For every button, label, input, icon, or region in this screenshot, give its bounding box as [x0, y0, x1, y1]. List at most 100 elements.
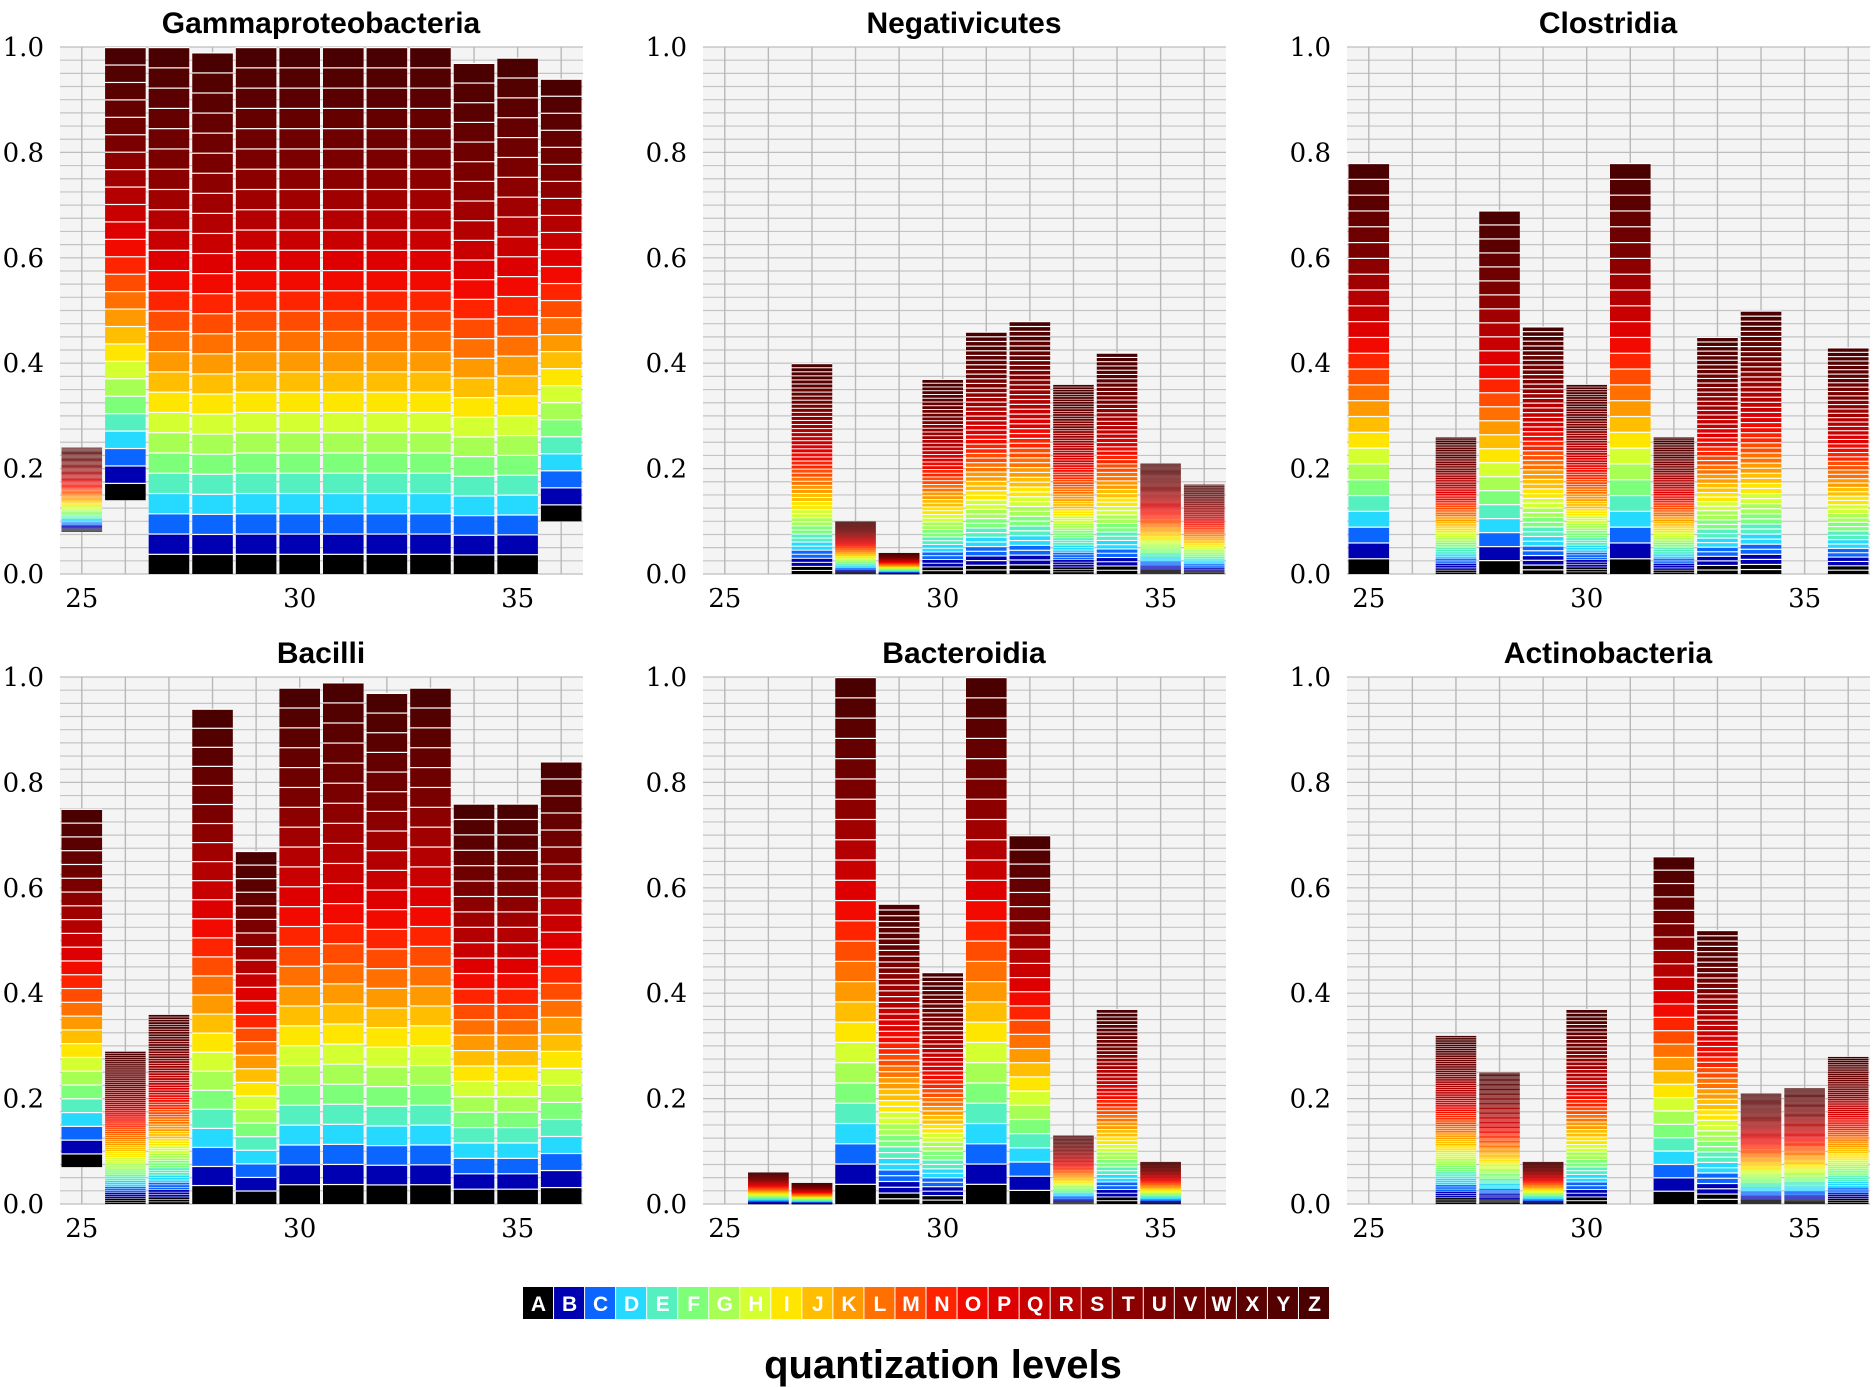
bar-stripe: [61, 809, 103, 823]
bar-stripe: [453, 358, 495, 378]
bar-stripe: [1053, 569, 1094, 572]
x-tick-label: 30: [926, 1214, 959, 1244]
bar-stripe: [1740, 1149, 1782, 1151]
bar-stripe: [61, 1154, 103, 1168]
bar-stripe: [1827, 1077, 1869, 1080]
bar-stripe: [966, 365, 1007, 369]
bar-stripe: [1009, 541, 1051, 545]
bar-stripe: [453, 1051, 495, 1066]
bar-stripe: [1183, 554, 1225, 555]
bar-stripe: [1348, 227, 1390, 242]
bar-stripe: [1522, 470, 1564, 474]
bar-stripe: [105, 466, 146, 483]
bar-stripe: [279, 1026, 320, 1046]
bar-stripe: [1479, 1119, 1520, 1121]
bar-stripe: [1827, 1081, 1869, 1083]
bar-stripe: [192, 394, 233, 414]
bar-stripe: [540, 864, 582, 881]
bar-stripe: [1566, 394, 1607, 397]
bar-stripe: [1096, 502, 1138, 506]
bar-stripe: [279, 494, 320, 514]
bar-stripe: [1653, 548, 1695, 550]
bar-stripe: [1009, 1120, 1051, 1134]
bar-stripe: [323, 1064, 364, 1084]
bar-stripe: [105, 1124, 146, 1126]
legend-swatch: [1143, 1287, 1174, 1319]
bar-stripe: [1740, 337, 1782, 341]
y-tick-label: 1.0: [646, 663, 687, 693]
bar-stripe: [497, 297, 538, 316]
bar-stripe: [1740, 443, 1782, 448]
bar-stripe: [1740, 1123, 1782, 1125]
bar-stripe: [1827, 1174, 1869, 1176]
bar-stripe: [453, 1189, 495, 1204]
bar-stripe: [1566, 511, 1607, 514]
legend-label: A: [531, 1293, 546, 1316]
bar-stripe: [1566, 433, 1607, 436]
bar-stripe: [323, 1084, 364, 1104]
y-tick-label: 0.8: [3, 138, 44, 168]
bar-stripe: [1784, 1135, 1825, 1136]
bar-stripe: [453, 122, 495, 142]
bar-stripe: [1697, 952, 1738, 957]
bar-stripe: [105, 1106, 146, 1108]
bar: [1053, 384, 1094, 574]
bar-stripe: [1096, 1167, 1138, 1171]
bar-stripe: [1009, 361, 1051, 365]
bar-stripe: [1784, 1130, 1825, 1132]
bar-stripe: [1053, 470, 1094, 472]
bar-stripe: [1566, 489, 1607, 492]
bar-stripe: [105, 1192, 146, 1195]
bar-stripe: [148, 1034, 190, 1037]
bar-stripe: [323, 554, 364, 574]
bar-stripe: [1435, 1133, 1477, 1135]
bar-stripe: [366, 969, 408, 988]
bar-stripe: [1566, 1103, 1607, 1107]
bar-stripe: [1009, 978, 1051, 992]
bar-stripe: [1183, 518, 1225, 519]
bar-stripe: [966, 533, 1007, 537]
bar-stripe: [1096, 1058, 1138, 1062]
bar-stripe: [1827, 405, 1869, 409]
bar-stripe: [148, 1053, 190, 1056]
bar-stripe: [1053, 404, 1094, 407]
bar-stripe: [1653, 977, 1695, 990]
bar-stripe: [966, 1063, 1007, 1083]
bar-stripe: [235, 534, 277, 554]
bar-stripe: [1566, 530, 1607, 533]
bar-stripe: [1009, 463, 1051, 467]
panel-bacilli: Bacilli 0.00.20.40.60.81.025 30 35: [3, 637, 583, 1244]
bar-stripe: [1183, 511, 1225, 512]
bar-stripe: [148, 1036, 190, 1039]
bar-stripe: [105, 1131, 146, 1134]
bar-stripe: [497, 1174, 538, 1189]
bar: [1740, 310, 1782, 574]
bar-stripe: [1435, 1089, 1477, 1092]
bar-stripe: [192, 173, 233, 193]
bar-stripe: [1435, 519, 1477, 522]
bar-stripe: [1009, 893, 1051, 907]
bar-stripe: [966, 514, 1007, 519]
bar-stripe: [1435, 539, 1477, 541]
bar-stripe: [1697, 1036, 1738, 1041]
bar-stripe: [1740, 565, 1782, 569]
bar-stripe: [922, 379, 963, 383]
bar-stripe: [1784, 1158, 1825, 1160]
bar-stripe: [1697, 356, 1738, 360]
bar-stripe: [1653, 483, 1695, 485]
bar-stripe: [453, 974, 495, 989]
bar-stripe: [1183, 552, 1225, 554]
bar-stripe: [1435, 1100, 1477, 1103]
bar-stripe: [1784, 1122, 1825, 1124]
bar-stripe: [1183, 506, 1225, 508]
bar-stripe: [323, 68, 364, 88]
bar-stripe: [835, 1083, 876, 1103]
bar-stripe: [1653, 490, 1695, 492]
bar-stripe: [1566, 1163, 1607, 1167]
bar-stripe: [1053, 547, 1094, 550]
bar-stripe: [791, 449, 833, 453]
bar-stripe: [791, 469, 833, 473]
bar-stripe: [1653, 474, 1695, 476]
bar-stripe: [1096, 438, 1138, 443]
bar-stripe: [1009, 424, 1051, 429]
